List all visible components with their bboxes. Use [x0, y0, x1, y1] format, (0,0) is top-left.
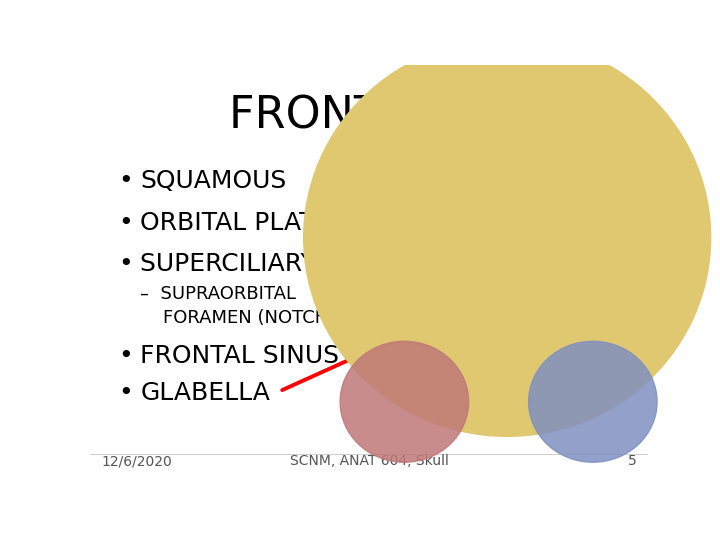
Ellipse shape	[528, 341, 657, 462]
Text: SCNM, ANAT 604, Skull: SCNM, ANAT 604, Skull	[289, 454, 449, 468]
Text: FRONTAL SINUS: FRONTAL SINUS	[140, 344, 339, 368]
Text: •: •	[118, 169, 132, 193]
Text: ORBITAL PLATE: ORBITAL PLATE	[140, 211, 330, 235]
Text: 12/6/2020: 12/6/2020	[101, 454, 172, 468]
Ellipse shape	[340, 341, 469, 462]
Ellipse shape	[304, 39, 711, 436]
Text: SQUAMOUS: SQUAMOUS	[140, 169, 287, 193]
Text: FRONTAL (1): FRONTAL (1)	[228, 94, 510, 137]
Text: •: •	[118, 381, 132, 406]
Text: –  SUPRAORBITAL
    FORAMEN (NOTCH): – SUPRAORBITAL FORAMEN (NOTCH)	[140, 285, 336, 327]
Text: SUPERCILIARY RIDGE: SUPERCILIARY RIDGE	[140, 252, 403, 276]
Text: GLABELLA: GLABELLA	[140, 381, 270, 406]
Text: •: •	[118, 344, 132, 368]
Text: •: •	[118, 211, 132, 235]
Text: •: •	[118, 252, 132, 276]
Text: 5: 5	[628, 454, 637, 468]
